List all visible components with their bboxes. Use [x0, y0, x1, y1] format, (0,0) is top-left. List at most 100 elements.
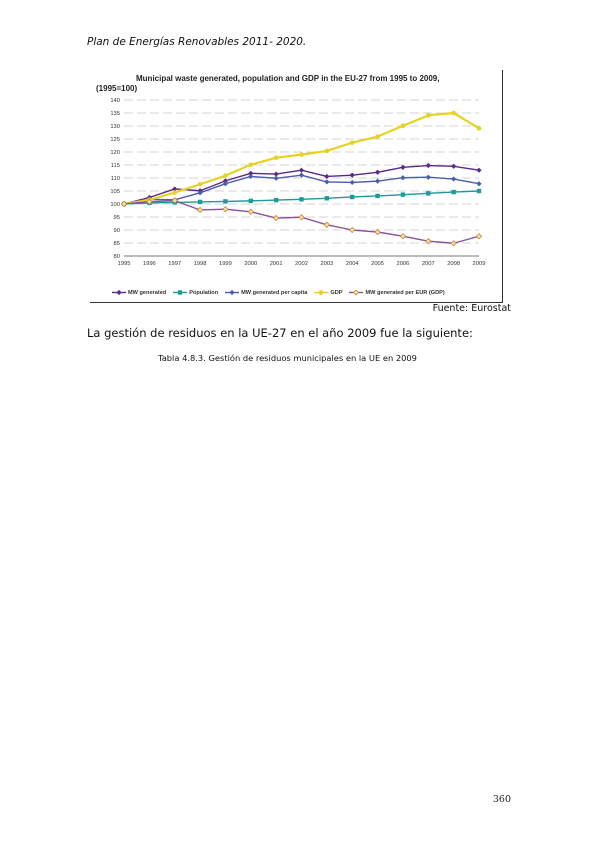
data-point	[324, 196, 330, 201]
x-tick-label: 2003	[320, 261, 333, 267]
legend-label: Population	[189, 289, 219, 296]
data-point	[146, 198, 153, 205]
data-point	[298, 214, 305, 221]
data-point	[451, 176, 457, 182]
body-paragraph: La gestión de residuos en la UE-27 en el…	[87, 326, 473, 340]
y-tick-label: 120	[110, 150, 120, 156]
data-point	[476, 188, 482, 194]
data-point	[400, 164, 406, 170]
data-point	[273, 155, 279, 161]
series-gdp	[121, 110, 482, 207]
data-point	[323, 221, 331, 228]
series-population	[121, 188, 482, 207]
data-point	[273, 197, 279, 203]
data-point	[400, 175, 406, 181]
legend-swatch	[314, 290, 329, 295]
chart-legend: MW generated Population MW generated per c…	[112, 289, 445, 296]
series-mw-generated-per-eur-gdp-	[120, 197, 483, 247]
x-axis-ticks: 1995 1996 1997 1998 1999 2000 2001 2002 2003 2004…	[118, 261, 486, 267]
data-point	[353, 289, 360, 296]
x-tick-label: 1997	[168, 261, 181, 267]
y-tick-label: 135	[110, 111, 120, 117]
y-tick-label: 90	[114, 228, 120, 234]
data-point	[425, 162, 431, 169]
data-point	[374, 169, 381, 175]
data-point	[425, 174, 431, 180]
data-point	[349, 179, 355, 186]
data-point	[349, 226, 356, 234]
data-point	[197, 199, 203, 205]
data-point	[374, 228, 381, 236]
data-point	[400, 192, 406, 197]
chart-title: Municipal waste generated, population an…	[136, 74, 440, 83]
data-point	[375, 134, 380, 139]
legend-item: Population	[173, 289, 218, 296]
x-tick-label: 2007	[422, 261, 435, 267]
data-point	[350, 194, 355, 200]
data-point	[324, 179, 330, 185]
legend-label: MW generated per EUR (GDP)	[365, 289, 445, 296]
data-point	[426, 191, 431, 196]
data-point	[178, 290, 183, 295]
x-tick-label: 2008	[447, 261, 460, 267]
data-point	[375, 193, 380, 199]
y-tick-label: 105	[110, 189, 120, 195]
data-point	[197, 181, 203, 187]
legend-item: MW generated per capita	[225, 289, 307, 296]
legend-label: MW generated per capita	[241, 289, 308, 296]
page-header: Plan de Energías Renovables 2011- 2020.	[87, 36, 307, 48]
legend-label: MW generated	[128, 289, 167, 296]
y-tick-label: 80	[114, 254, 120, 260]
x-tick-label: 1998	[194, 261, 207, 267]
data-point	[450, 240, 457, 247]
series-line	[123, 199, 480, 244]
data-point	[476, 126, 482, 131]
data-point	[349, 172, 355, 178]
data-point	[172, 190, 178, 195]
data-point	[196, 206, 204, 214]
x-tick-label: 2009	[473, 261, 486, 267]
data-point	[222, 181, 229, 187]
y-tick-label: 130	[110, 124, 120, 130]
data-point	[475, 233, 483, 240]
x-tick-label: 2000	[244, 261, 257, 267]
data-point	[172, 186, 178, 192]
series-line	[123, 111, 480, 206]
legend-swatch	[225, 289, 240, 296]
y-tick-label: 95	[114, 215, 120, 221]
data-point	[223, 199, 228, 204]
y-axis-ticks: 80 85 90 95 100 105 110 115 120 125 130 135 140	[110, 98, 120, 260]
data-point	[299, 152, 304, 157]
y-tick-label: 125	[110, 137, 120, 143]
x-tick-label: 2005	[371, 261, 384, 267]
table-caption: Tabla 4.8.3. Gestión de residuos municip…	[158, 353, 417, 363]
chart-frame	[90, 70, 503, 303]
y-tick-label: 115	[111, 163, 120, 169]
data-point	[324, 148, 330, 154]
data-point	[400, 123, 406, 129]
x-tick-label: 1996	[143, 261, 156, 267]
data-point	[399, 233, 407, 240]
chart-grid	[124, 99, 479, 257]
y-tick-label: 85	[114, 241, 120, 247]
x-tick-label: 1999	[219, 261, 232, 267]
data-point	[273, 175, 279, 181]
data-point	[120, 200, 128, 208]
y-tick-label: 140	[110, 98, 120, 104]
data-point	[476, 181, 482, 187]
source-note: Fuente: Eurostat	[432, 303, 511, 314]
data-point	[451, 163, 457, 169]
data-point	[273, 171, 279, 177]
data-point	[324, 173, 330, 180]
data-point	[248, 198, 253, 204]
legend-item: MW generated per EUR (GDP)	[349, 289, 445, 296]
x-tick-label: 2004	[346, 261, 360, 267]
data-point	[248, 173, 254, 180]
data-point	[248, 162, 254, 168]
data-point	[247, 208, 254, 215]
y-tick-label: 110	[111, 176, 120, 182]
data-point	[248, 170, 254, 176]
data-point	[223, 173, 228, 178]
data-point	[222, 206, 229, 213]
